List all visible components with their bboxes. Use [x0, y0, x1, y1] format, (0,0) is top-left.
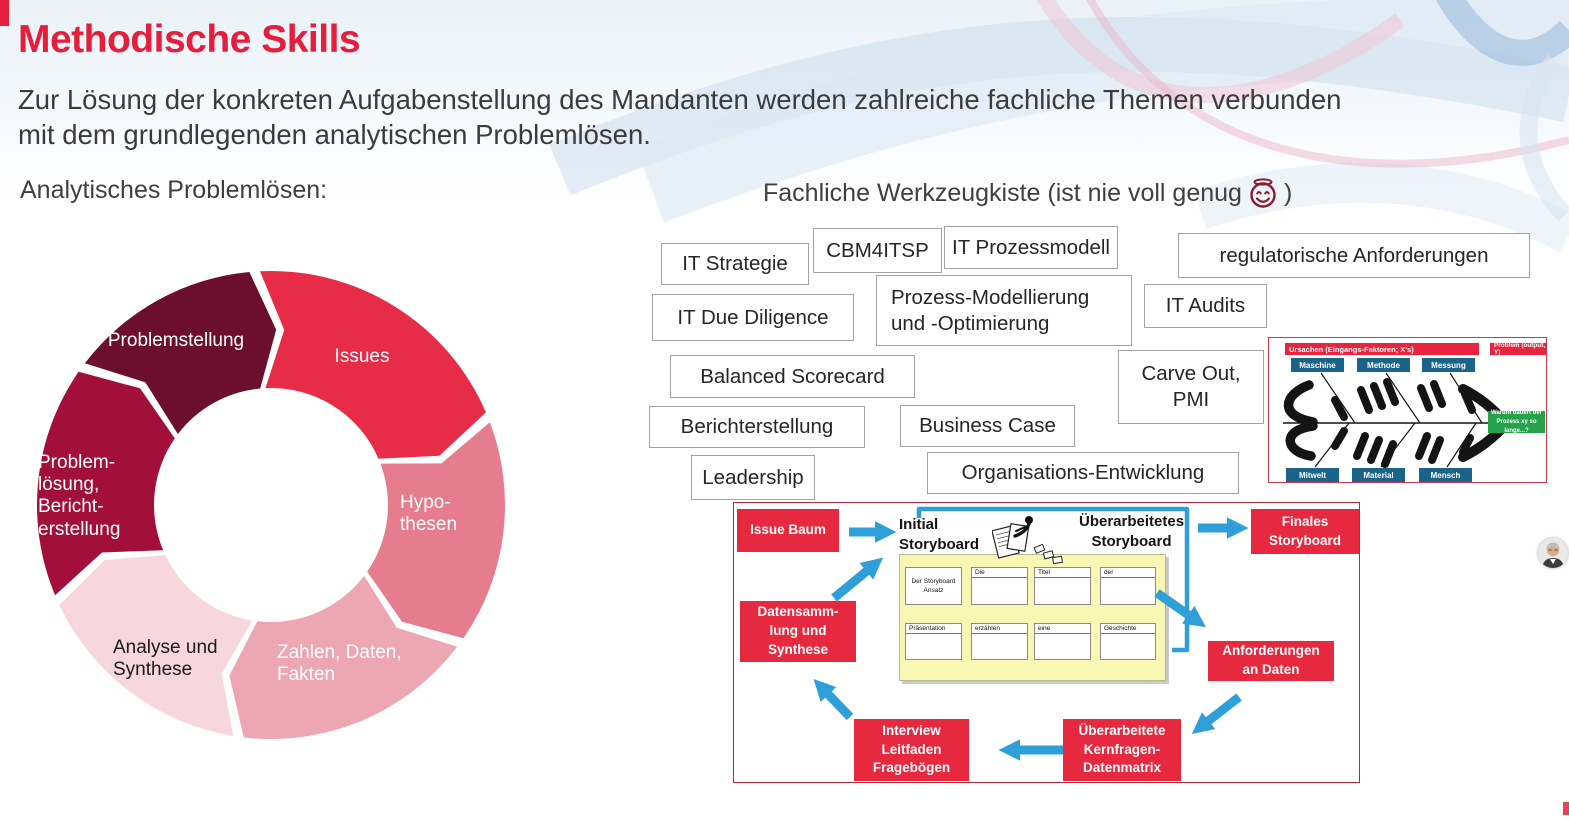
page-title: Methodische Skills: [18, 18, 361, 61]
slide-subtitle: Zur Lösung der konkreten Aufgabenstellun…: [18, 82, 1341, 152]
toolbox-item-label: Berichterstellung: [680, 415, 834, 439]
flow-arrows: [813, 506, 1249, 761]
toolbox-item-label: regulatorische Anforderungen: [1219, 243, 1489, 267]
storyboard-cards-panel: Der Storyboard Ansatz Die Titel der Präs…: [899, 554, 1166, 681]
toolbox-item-label: IT Strategie: [682, 252, 788, 276]
flow-box-interview-leitfaden: Interview Leitfaden Fragebögen: [854, 719, 969, 781]
storyboard-card: Präsentation: [905, 623, 962, 660]
storyboard-card: Die: [971, 567, 1028, 605]
toolbox-item-label: Business Case: [919, 414, 1056, 438]
subtitle-line: Zur Lösung der konkreten Aufgabenstellun…: [18, 84, 1342, 115]
toolbox-item-business-case: Business Case: [900, 405, 1075, 447]
slide-corner-accent: [0, 0, 9, 26]
donut-segment: [84, 272, 277, 435]
smiling-face-with-halo-icon: [1250, 178, 1276, 208]
storyboard-writer-clipart: [992, 516, 1063, 565]
flow-box-anforderungen-an-daten: Anforderungen an Daten: [1208, 641, 1334, 681]
toolbox-item-berichterstellung: Berichterstellung: [649, 406, 865, 448]
subtitle-line: mit dem grundlegenden analytischen Probl…: [18, 119, 651, 150]
storyboard-card: erzählen: [971, 623, 1028, 660]
toolbox-item-label: IT Due Diligence: [677, 305, 829, 329]
storyboard-card: Geschichte: [1100, 623, 1156, 660]
toolbox-item-organisations-entwicklung: Organisations-Entwicklung: [927, 452, 1239, 494]
fishbone-category-mensch: Mensch: [1419, 468, 1472, 482]
toolbox-item-leadership: Leadership: [691, 455, 815, 500]
fishbone-problem-banner: Problem (output, Y): [1490, 342, 1546, 356]
toolbox-item-label: Prozess-Modellierung und -Optimierung: [891, 285, 1090, 335]
toolbox-item-balanced-scorecard: Balanced Scorecard: [670, 355, 915, 398]
donut-segment: [260, 271, 486, 459]
toolbox-item-it-prozessmodell: IT Prozessmodell: [944, 226, 1118, 269]
flow-box-issue-baum: Issue Baum: [737, 509, 839, 552]
fishbone-category-material: Material: [1352, 468, 1405, 482]
toolbox-item-it-strategie: IT Strategie: [661, 243, 809, 285]
donut-segment: [59, 555, 253, 736]
toolbox-item-cbm4itsp: CBM4ITSP: [813, 228, 942, 273]
storyboard-process-panel: Issue Baum Initial Storyboard Überarbeit…: [733, 502, 1360, 783]
storyboard-card: eine: [1034, 623, 1091, 660]
toolbox-item-label: CBM4ITSP: [826, 238, 929, 262]
flow-label-ueberarbeitetes-storyboard: Überarbeitetes Storyboard: [1079, 513, 1185, 550]
fishbone-category-mitwelt: Mitwelt: [1286, 468, 1339, 482]
toolbox-item-label: IT Prozessmodell: [952, 235, 1110, 259]
flow-label-initial-storyboard: Initial Storyboard: [899, 516, 980, 553]
toolbox-item-prozess-modellierung: Prozess-Modellierung und -Optimierung: [876, 275, 1132, 346]
right-section-heading: Fachliche Werkzeugkiste (ist nie voll ge…: [763, 176, 1292, 210]
fishbone-problem-question: Warum dauert der Prozess xy so lange...?: [1488, 410, 1545, 434]
toolbox-item-carve-out-pmi: Carve Out, PMI: [1118, 350, 1264, 424]
toolbox-item-label: Carve Out, PMI: [1141, 362, 1241, 411]
toolbox-item-label: Leadership: [702, 465, 804, 489]
storyboard-card: Titel: [1034, 567, 1091, 605]
toolbox-item-label: Balanced Scorecard: [700, 364, 885, 388]
left-section-heading: Analytisches Problemlösen:: [20, 176, 328, 204]
toolbox-item-label: Organisations-Entwicklung: [961, 461, 1205, 485]
right-heading-close: ): [1283, 178, 1293, 207]
donut-segment: [367, 422, 506, 639]
flow-box-kernfragen-datenmatrix: Überarbeitete Kernfragen- Datenmatrix: [1063, 719, 1181, 781]
fishbone-category-methode: Methode: [1357, 358, 1410, 372]
fishbone-causes-banner: Ursachen (Eingangs-Faktoren; X's): [1285, 343, 1479, 355]
donut-segment: [229, 575, 458, 739]
fishbone-diagram-panel: Ursachen (Eingangs-Faktoren; X's) Proble…: [1268, 337, 1547, 483]
right-heading-text: Fachliche Werkzeugkiste (ist nie voll ge…: [763, 178, 1242, 207]
storyboard-loop-bracket: [916, 506, 1190, 653]
toolbox-item-it-due-diligence: IT Due Diligence: [652, 294, 854, 341]
flow-box-finales-storyboard: Finales Storyboard: [1251, 509, 1359, 554]
flow-box-datensammlung: Datensamm- lung und Synthese: [740, 601, 856, 662]
storyboard-card: Der Storyboard Ansatz: [905, 567, 962, 605]
presenter-webcam-avatar: [1538, 538, 1568, 568]
background-swirl-graphic: [549, 0, 1569, 253]
toolbox-item-regulatorische-anforderungen: regulatorische Anforderungen: [1178, 233, 1530, 278]
fishbone-category-maschine: Maschine: [1291, 358, 1344, 372]
toolbox-item-label: IT Audits: [1165, 294, 1246, 318]
donut-segment: [36, 371, 175, 596]
presenter-face-graphic: [1538, 538, 1568, 568]
slide-corner-accent-bottom: [1563, 802, 1569, 815]
storyboard-card: der: [1100, 567, 1156, 605]
fishbone-category-messung: Messung: [1422, 358, 1475, 372]
toolbox-item-it-audits: IT Audits: [1144, 284, 1267, 328]
